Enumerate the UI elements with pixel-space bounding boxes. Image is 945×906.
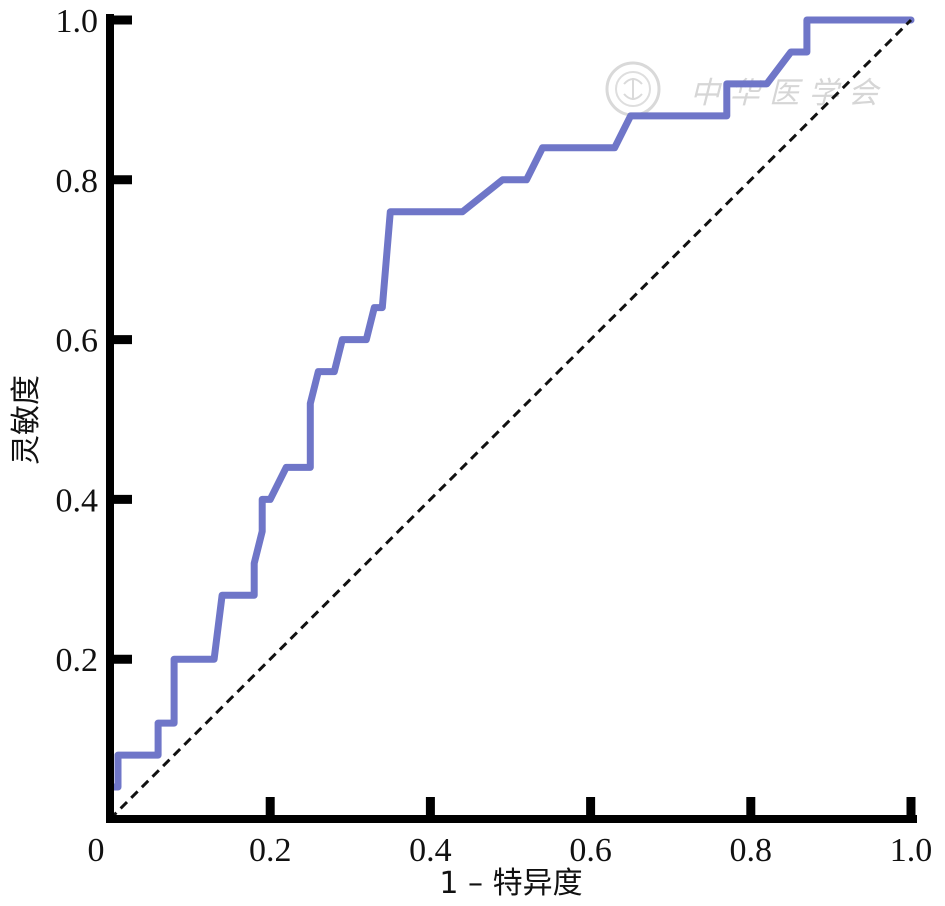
watermark-text: 中 华 医 学 会 xyxy=(690,76,881,111)
tick-labels: 0 0.2 0.4 0.6 0.8 1.0 0.2 0.4 0.6 0.8 1.0 xyxy=(56,3,933,869)
y-tick-label: 0.8 xyxy=(56,163,99,200)
axes xyxy=(106,14,917,823)
y-tick-label: 0.6 xyxy=(56,323,99,360)
x-tick-label: 1.0 xyxy=(890,832,933,869)
ticks xyxy=(110,15,916,819)
y-tick-label: 1.0 xyxy=(56,3,99,40)
x-axis-label: 1 – 特异度 xyxy=(439,866,582,901)
roc-curve-line xyxy=(106,16,915,823)
y-axis-label: 灵敏度 xyxy=(9,375,44,465)
seal-icon xyxy=(605,61,661,117)
y-tick-label: 0.2 xyxy=(56,642,99,679)
reference-diagonal-line xyxy=(108,18,913,821)
watermark: 中 华 医 学 会 xyxy=(605,61,881,117)
x-tick-label: 0.4 xyxy=(409,832,452,869)
plot-area xyxy=(106,16,915,823)
y-tick-label: 0.4 xyxy=(56,482,99,519)
x-tick-label: 0.2 xyxy=(249,832,292,869)
x-tick-label: 0.8 xyxy=(730,832,773,869)
x-tick-label: 0 xyxy=(88,832,105,869)
x-tick-label: 0.6 xyxy=(569,832,612,869)
